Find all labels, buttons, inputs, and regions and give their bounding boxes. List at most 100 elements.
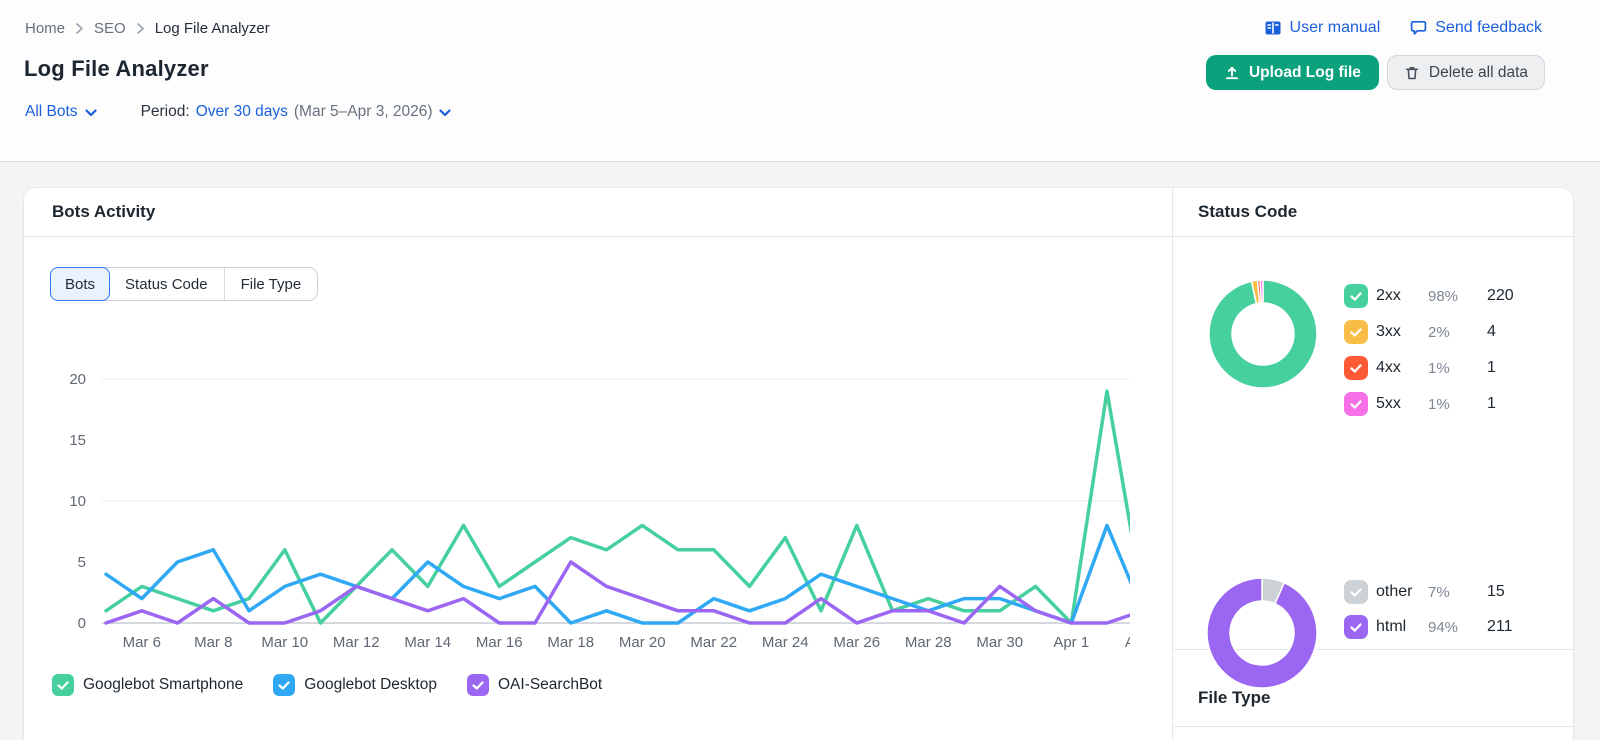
- legend-checkbox-oai-searchbot[interactable]: [466, 674, 489, 696]
- legend-percent: 2%: [1428, 323, 1450, 341]
- legend-checkbox-googlebot-desktop[interactable]: [273, 674, 296, 696]
- x-tick-label: Mar 20: [619, 634, 666, 651]
- legend-count: 1: [1487, 359, 1496, 376]
- breadcrumb-item-seo[interactable]: SEO: [94, 20, 126, 37]
- legend-count: 4: [1487, 323, 1496, 340]
- bots-activity-line-chart: 0 5 10 15 20 Mar 6 Mar 8 Mar 10 Mar 12 Mar 14 Mar …: [69, 371, 1130, 651]
- legend-label: 3xx: [1376, 323, 1401, 340]
- donut-slice-2xx: [1208, 279, 1318, 389]
- legend-checkbox-4xx[interactable]: [1344, 356, 1368, 380]
- y-tick-label: 10: [69, 493, 86, 510]
- top-links: User manual Send feedback: [1264, 19, 1542, 37]
- legend-checkbox-other[interactable]: [1344, 580, 1368, 604]
- status-code-legend: 2xx 98% 220 3xx 2% 4 4xx 1% 1 5xx 1% 1: [1344, 284, 1569, 428]
- legend-count: 220: [1487, 287, 1514, 304]
- x-tick-label: Apr 3: [1125, 634, 1130, 651]
- trash-icon: [1404, 65, 1420, 81]
- file-type-legend: other 7% 15 html 94% 211: [1344, 580, 1569, 650]
- check-icon: [1350, 623, 1362, 632]
- legend-item-googlebot-smartphone: Googlebot Smartphone: [52, 674, 243, 696]
- check-icon: [1350, 328, 1362, 337]
- send-feedback-label: Send feedback: [1435, 19, 1542, 36]
- legend-item-oai-searchbot: OAI-SearchBot: [466, 674, 603, 696]
- x-tick-label: Apr 1: [1053, 634, 1089, 651]
- upload-log-file-button[interactable]: Upload Log file: [1205, 55, 1379, 90]
- series-line-oai-searchbot: [104, 560, 1130, 625]
- donut-slice-5xx: [1259, 279, 1264, 304]
- check-icon: [1350, 292, 1362, 301]
- chevron-right-icon: [76, 23, 83, 34]
- chat-bubble-icon: [1410, 20, 1427, 36]
- donut-slice-html: [1206, 577, 1318, 689]
- bots-filter-dropdown[interactable]: All Bots: [25, 103, 97, 121]
- main-card: Bots Activity Bots Status Code File Type 0…: [24, 188, 1573, 740]
- legend-count: 211: [1487, 618, 1513, 635]
- bots-activity-legend: Googlebot Smartphone Googlebot Desktop OAI…: [52, 674, 602, 696]
- period-range: (Mar 5–Apr 3, 2026): [293, 103, 433, 120]
- x-tick-label: Mar 26: [833, 634, 880, 651]
- legend-checkbox-2xx[interactable]: [1344, 284, 1368, 308]
- status-code-title: Status Code: [1198, 202, 1298, 221]
- x-tick-label: Mar 18: [547, 634, 594, 651]
- check-icon: [57, 681, 69, 690]
- breadcrumb-item-home[interactable]: Home: [25, 20, 66, 37]
- chevron-down-icon: [438, 109, 451, 117]
- filters-row: All Bots Period: Over 30 days (Mar 5–Apr…: [25, 103, 451, 121]
- panel-divider: [1172, 188, 1173, 740]
- legend-percent: 94%: [1428, 618, 1459, 636]
- x-tick-label: Mar 8: [194, 634, 232, 651]
- legend-row-4xx: 4xx 1% 1: [1344, 356, 1569, 380]
- status-code-donut-chart: [1208, 279, 1318, 389]
- x-tick-label: Mar 6: [123, 634, 161, 651]
- legend-item-googlebot-desktop: Googlebot Desktop: [273, 674, 437, 696]
- send-feedback-link[interactable]: Send feedback: [1410, 19, 1542, 37]
- legend-row-5xx: 5xx 1% 1: [1344, 392, 1569, 416]
- tab-bots[interactable]: Bots: [50, 267, 111, 301]
- bots-activity-header: Bots Activity: [24, 188, 1172, 237]
- chart-view-tabs: Bots Status Code File Type: [50, 267, 319, 301]
- user-manual-link[interactable]: User manual: [1264, 19, 1380, 37]
- legend-percent: 1%: [1428, 395, 1450, 413]
- legend-checkbox-html[interactable]: [1344, 615, 1368, 639]
- y-tick-label: 5: [78, 554, 86, 571]
- x-tick-label: Mar 28: [905, 634, 952, 651]
- legend-row-3xx: 3xx 2% 4: [1344, 320, 1569, 344]
- x-tick-label: Mar 14: [404, 634, 451, 651]
- period-label: Period:: [140, 103, 190, 120]
- delete-button-label: Delete all data: [1428, 63, 1528, 81]
- legend-label: 5xx: [1376, 395, 1401, 412]
- tab-status-code[interactable]: Status Code: [125, 275, 208, 293]
- file-type-title: File Type: [1198, 688, 1271, 707]
- legend-count: 15: [1487, 583, 1505, 600]
- section-divider: [1172, 649, 1573, 650]
- legend-checkbox-3xx[interactable]: [1344, 320, 1368, 344]
- book-icon: [1264, 20, 1282, 36]
- legend-label: OAI-SearchBot: [497, 676, 603, 693]
- legend-row-html: html 94% 211: [1344, 615, 1569, 639]
- file-type-donut-chart: [1206, 577, 1318, 689]
- legend-percent: 98%: [1428, 287, 1459, 305]
- chevron-down-icon: [84, 109, 97, 117]
- legend-label: html: [1376, 618, 1407, 635]
- check-icon: [1350, 400, 1362, 409]
- legend-checkbox-5xx[interactable]: [1344, 392, 1368, 416]
- tab-file-type[interactable]: File Type: [223, 268, 318, 300]
- x-tick-label: Mar 24: [762, 634, 809, 651]
- period-dropdown[interactable]: Period: Over 30 days (Mar 5–Apr 3, 2026): [141, 103, 451, 121]
- legend-percent: 1%: [1428, 359, 1450, 377]
- x-tick-label: Mar 22: [690, 634, 737, 651]
- legend-row-other: other 7% 15: [1344, 580, 1569, 604]
- delete-all-data-button[interactable]: Delete all data: [1386, 55, 1545, 90]
- chevron-right-icon: [136, 23, 144, 34]
- upload-button-label: Upload Log file: [1248, 63, 1361, 81]
- breadcrumb-item-current: Log File Analyzer: [154, 20, 270, 37]
- y-tick-label: 0: [78, 615, 86, 632]
- legend-label: Googlebot Desktop: [304, 676, 437, 693]
- y-tick-label: 15: [69, 432, 86, 449]
- legend-checkbox-googlebot-smartphone[interactable]: [52, 674, 74, 696]
- legend-row-2xx: 2xx 98% 220: [1344, 284, 1569, 308]
- file-type-header: File Type: [1172, 650, 1573, 727]
- legend-label: other: [1376, 583, 1413, 600]
- y-tick-label: 20: [69, 371, 86, 388]
- legend-label: 4xx: [1376, 359, 1401, 376]
